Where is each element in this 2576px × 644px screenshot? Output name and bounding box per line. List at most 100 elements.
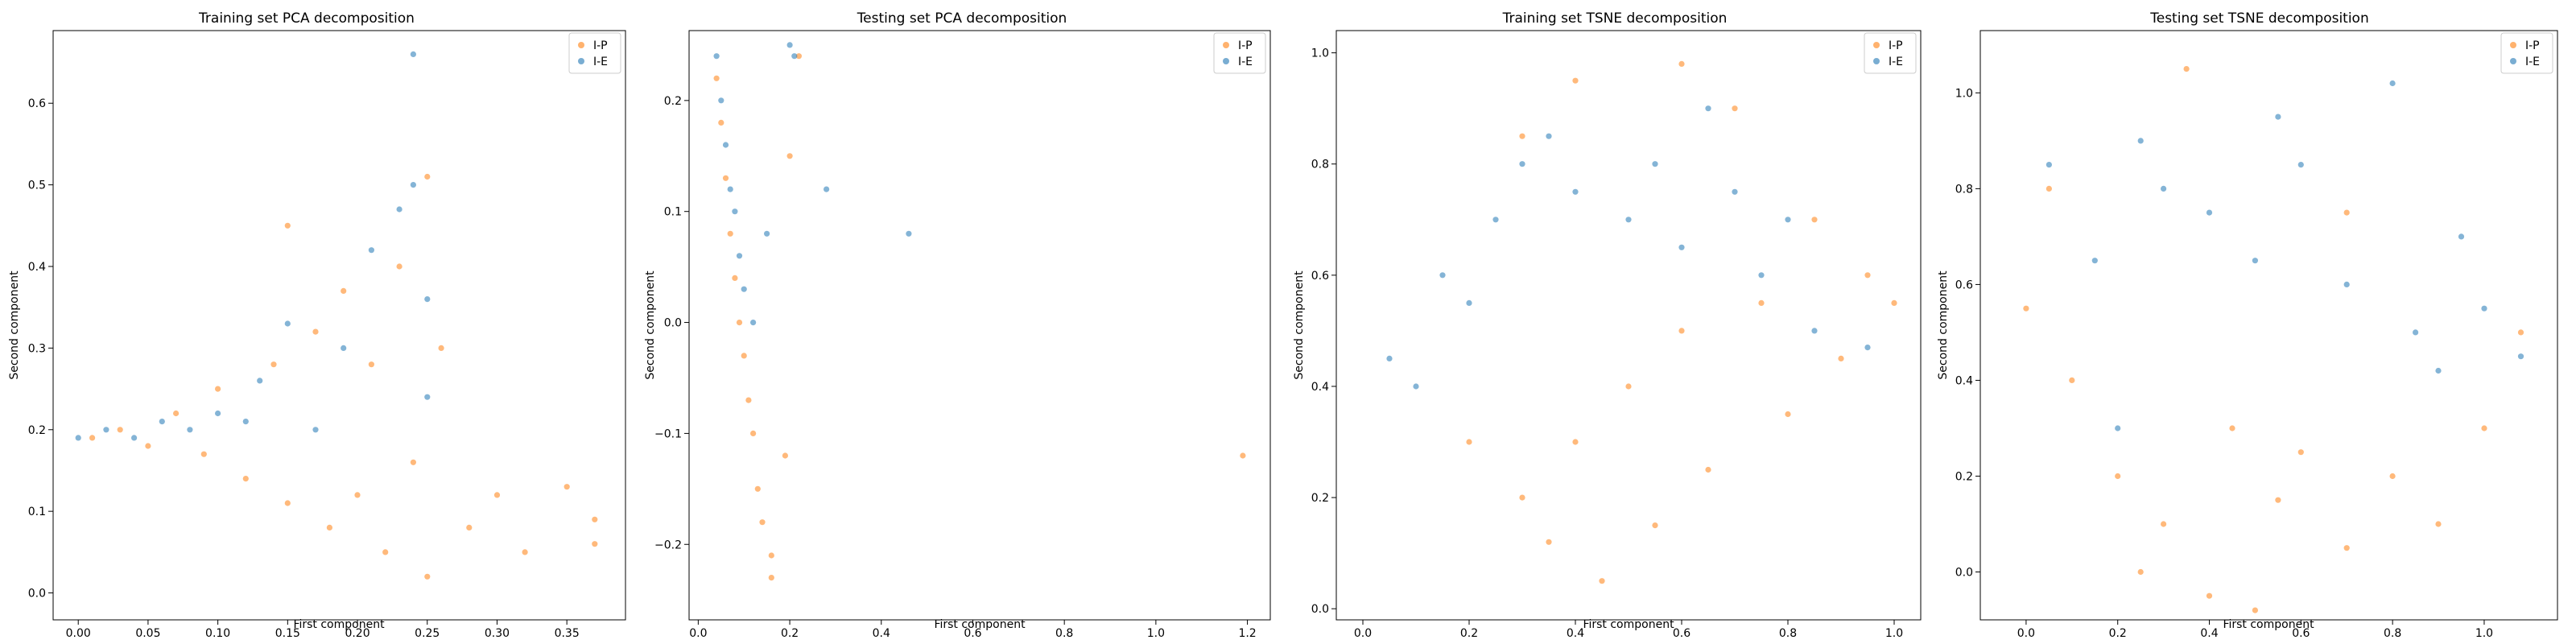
- panel-1-point-ip-1: [117, 427, 123, 433]
- panel-2-point-ie-10: [791, 53, 798, 60]
- panel-1-point-ip-4: [200, 451, 207, 457]
- panel-3-point-ie-8: [1625, 217, 1632, 223]
- panel-4-x-tick-label: 0.8: [2384, 627, 2401, 640]
- panel-2-marks: [713, 42, 1246, 581]
- panel-3-point-ip-6: [1652, 522, 1658, 529]
- panel-4-ticks: 0.0 0.2 0.4 0.6 0.8 1.0 0.0 0.2 0.4 0.6 0.8 1.0: [1955, 87, 2493, 640]
- panel-2-point-ie-0: [713, 53, 720, 60]
- panel-4-point-ip-12: [2389, 473, 2396, 480]
- panel-4-y-label: Second component: [1937, 270, 1950, 380]
- panel-1-point-ip-10: [312, 328, 319, 335]
- panel-4-point-ip-6: [2206, 592, 2213, 599]
- panel-3-legend-label-ie: I-E: [1889, 56, 1903, 68]
- panel-2-x-tick-label: 0.8: [1055, 627, 1073, 640]
- panel-1-plot-frame: [52, 30, 626, 621]
- panel-1-y-tick-label: 0.4: [28, 261, 46, 274]
- panel-2-point-ie-9: [786, 42, 793, 48]
- panel-4-point-ie-15: [2458, 233, 2465, 240]
- panel-1-point-ip-15: [382, 549, 389, 555]
- panel-4-point-ip-8: [2252, 607, 2258, 613]
- panel-4-point-ip-3: [2115, 473, 2121, 480]
- panel-4-point-ie-8: [2297, 162, 2304, 168]
- panel-3-point-ip-10: [1758, 299, 1765, 306]
- panel-4-x-tick-label: 0.4: [2200, 627, 2218, 640]
- panel-1-point-ie-14: [410, 51, 416, 57]
- panel-4-y-tick-label: 1.0: [1955, 87, 1973, 100]
- panel-1-point-ie-16: [424, 394, 431, 400]
- panel-2-point-ip-14: [786, 153, 793, 159]
- panel-1-x-tick-label: 0.00: [66, 627, 91, 640]
- panel-1-point-ie-5: [215, 410, 221, 417]
- panel-4-point-ip-14: [2481, 425, 2487, 431]
- panel-1-point-ie-7: [257, 378, 263, 384]
- panel-1-point-ip-12: [341, 287, 347, 294]
- panel-3-point-ip-18: [1678, 60, 1685, 67]
- panel-3-point-ie-16: [1864, 345, 1871, 351]
- panel-1-x-tick-label: 0.25: [415, 627, 440, 640]
- panel-2-x-tick-label: 0.6: [964, 627, 981, 640]
- panel-3-point-ip-16: [1519, 133, 1525, 139]
- panel-3-point-ip-3: [1572, 439, 1579, 445]
- panel-4-point-ip-10: [2297, 449, 2304, 456]
- panel-3-x-tick-label: 0.6: [1673, 627, 1690, 640]
- panel-3-point-ip-7: [1678, 328, 1685, 334]
- panel-1-y-tick-label: 0.2: [28, 424, 46, 437]
- panel-1-y-tick-label: 0.6: [28, 97, 46, 110]
- panel-2-point-ie-1: [718, 97, 724, 104]
- panel-2-legend-label-ip: I-P: [1238, 39, 1253, 52]
- panel-4-point-ip-0: [2023, 305, 2029, 312]
- panel-2-point-ip-7: [745, 397, 752, 403]
- panel-3-marks: [1386, 60, 1897, 584]
- panel-2-x-tick-label: 0.2: [781, 627, 799, 640]
- panel-3-point-ie-12: [1732, 188, 1738, 195]
- panel-1-point-ip-13: [354, 492, 361, 498]
- panel-1-x-label: First component: [293, 618, 385, 631]
- panel-4-y-tick-label: 0.4: [1955, 374, 1973, 387]
- panel-2-point-ie-7: [750, 320, 757, 326]
- panel-2-point-ie-3: [727, 186, 733, 192]
- panel-1-point-ip-17: [410, 459, 416, 465]
- panel-4-point-ip-2: [2069, 377, 2075, 383]
- panel-1-point-ip-7: [270, 361, 277, 368]
- panel-1-point-ie-3: [159, 419, 165, 425]
- panel-2-point-ip-16: [1240, 452, 1246, 459]
- panel-4-point-ie-0: [2046, 162, 2052, 168]
- panel-3-point-ie-0: [1386, 355, 1393, 361]
- panel-1-y-tick-label: 0.1: [28, 506, 46, 518]
- panel-1-point-ip-2: [145, 443, 151, 449]
- panel-2-y-tick-label: 0.0: [664, 317, 682, 330]
- panel-3-point-ip-13: [1838, 355, 1844, 361]
- panel-1-point-ie-11: [368, 247, 374, 254]
- panel-3-ticks: 0.0 0.2 0.4 0.6 0.8 1.0 0.0 0.2 0.4 0.6 0.8 1.0: [1311, 47, 1903, 640]
- panel-2-x-label: First component: [934, 618, 1026, 631]
- panel-1-legend: I-P I-E: [568, 32, 621, 74]
- panel-2-point-ip-0: [713, 75, 720, 81]
- panel-1-point-ip-0: [89, 435, 96, 441]
- panel-4-plot-frame: [1979, 30, 2558, 621]
- panel-1-ticks: 0.00 0.05 0.10 0.15 0.20 0.25 0.30 0.35 0.0 0.1 0.…: [28, 97, 580, 640]
- panel-4-legend-label-ip: I-P: [2525, 39, 2540, 52]
- panel-2-y-tick-label: −0.1: [654, 427, 682, 440]
- panel-4-point-ip-1: [2046, 185, 2052, 192]
- panel-4-point-ie-4: [2161, 185, 2167, 192]
- panel-3-legend: I-P I-E: [1864, 32, 1917, 74]
- panel-3-point-ip-8: [1705, 466, 1711, 473]
- panel-1-x-tick-label: 0.05: [135, 627, 160, 640]
- panel-2-point-ip-9: [754, 485, 761, 492]
- panel-2-point-ip-8: [750, 430, 757, 437]
- panel-3-point-ie-15: [1811, 328, 1818, 334]
- panel-1-point-ie-1: [103, 427, 109, 433]
- panel-1-point-ie-12: [396, 206, 402, 213]
- panel-3-point-ie-1: [1413, 383, 1419, 390]
- panel-4-x-tick-label: 0.2: [2109, 627, 2127, 640]
- panel-4-legend-label-ie: I-E: [2525, 56, 2540, 68]
- panel-2-point-ie-12: [906, 230, 912, 237]
- panel-2-point-ip-1: [718, 119, 724, 126]
- panel-1-point-ip-9: [284, 222, 291, 229]
- panel-4-x-tick-label: 0.6: [2292, 627, 2310, 640]
- panel-2-point-ie-6: [741, 286, 747, 292]
- panel-2-point-ip-15: [795, 53, 803, 60]
- panel-4: Testing set TSNE decomposition 0.0 0.2 0.4…: [1937, 10, 2558, 640]
- panel-3-legend-marker-ip: [1873, 42, 1880, 48]
- panel-4-point-ie-12: [2435, 367, 2442, 374]
